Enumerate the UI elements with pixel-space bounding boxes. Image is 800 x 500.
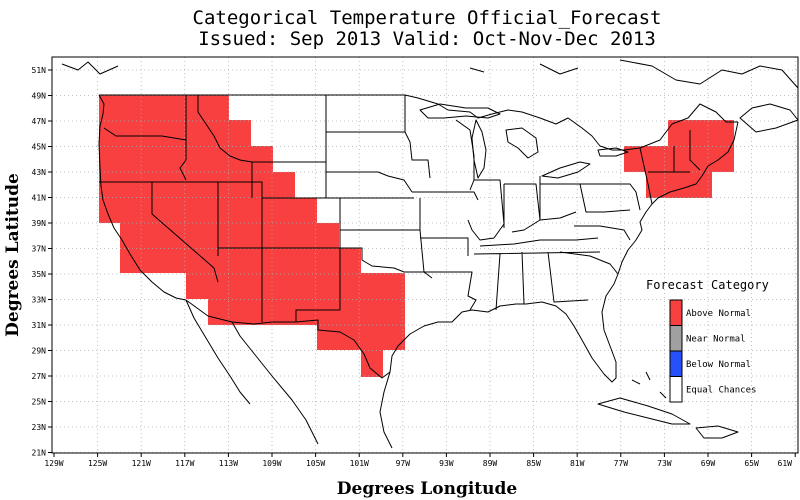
lat-tick-label: 25N [32,398,47,407]
lon-tick-label: 101W [350,459,369,468]
state-line-oh-pa [539,176,631,221]
legend-item-label: Above Normal [686,309,751,319]
lon-tick-label: 117W [175,459,194,468]
latitude-tick-labels: 51N 49N 47N 45N 43N 41N 39N 37N 35N 33N 31N 29N 27N 2… [32,66,52,458]
state-line-tn-ms-al-ga [473,251,601,311]
legend-swatch [669,325,683,352]
mexico-border-line [185,299,391,379]
canada-north-coast [61,59,799,89]
above-normal-region-northeast [624,120,734,198]
lon-tick-label: 93W [439,459,454,468]
gulf-coastline [389,273,619,383]
state-line-id-mt [197,95,253,163]
state-line-mn-east [404,95,431,179]
lake-michigan [471,119,487,179]
above-normal-shading [99,95,734,377]
lake-huron [505,127,539,159]
lat-tick-label: 39N [32,219,47,228]
lon-tick-label: 125W [88,459,107,468]
lat-tick-label: 49N [32,92,47,101]
pacific-coastline [98,94,187,301]
lake-ontario [597,147,629,157]
lon-tick-label: 65W [744,459,759,468]
state-line-ar-la [424,271,477,311]
lat-tick-label: 35N [32,270,47,279]
longitude-tick-labels: 129W 125W 121W 117W 113W 109W 105W 101W 97W 93W 89… [44,453,796,468]
lat-tick-label: 37N [32,245,47,254]
canada-border-line [99,94,738,151]
hispaniola-outline [695,425,739,439]
lon-tick-label: 73W [657,459,672,468]
lat-tick-label: 47N [32,117,47,126]
state-line-ny-new-england [639,130,701,205]
lon-tick-label: 121W [132,459,151,468]
baja-peninsula [185,299,251,405]
legend-item-label: Equal Chances [686,385,756,395]
legend-item-label: Below Normal [686,360,751,370]
state-line-wa-or [103,127,187,141]
legend-title: Forecast Category [646,278,769,292]
mexico-pacific-coast [231,321,319,445]
lon-tick-label: 77W [614,459,629,468]
state-line-ca-nv [151,182,219,283]
forecast-category-legend: Forecast Category Above Normal Near Norma… [646,278,769,403]
lat-tick-label: 51N [32,66,47,75]
state-line-ok-tx [340,247,433,279]
lat-tick-label: 31N [32,321,47,330]
lat-lon-grid [52,57,798,453]
lat-tick-label: 29N [32,347,47,356]
legend-swatch [669,299,683,326]
political-boundaries [61,59,799,449]
legend-swatch [669,376,683,403]
lon-tick-label: 89W [483,459,498,468]
mexico-gulf-coast [379,371,393,449]
lat-tick-label: 21N [32,449,47,458]
lat-tick-label: 27N [32,372,47,381]
above-normal-region-west [99,95,405,377]
lat-tick-label: 41N [32,194,47,203]
lon-tick-label: 61W [778,459,793,468]
title-line-1: Categorical Temperature Official_Forecas… [193,7,662,29]
lon-tick-label: 113W [219,459,238,468]
cuba-outline [597,397,691,425]
state-line-sd-ne [326,171,413,193]
lake-superior [419,103,501,119]
state-line-wa-id [179,95,187,181]
state-line-nm-tx [295,248,341,322]
nova-scotia-outline [739,103,799,133]
y-axis-label: Degrees Latitude [3,173,23,337]
lon-tick-label: 129W [44,459,63,468]
lon-tick-label: 85W [526,459,541,468]
lat-tick-label: 45N [32,143,47,152]
lon-tick-label: 105W [306,459,325,468]
legend-item-label: Near Normal [686,334,746,344]
x-axis-label: Degrees Longitude [337,479,518,499]
state-line-mo-ok-ar [419,198,469,273]
lon-tick-label: 69W [701,459,716,468]
lat-tick-label: 23N [32,423,47,432]
state-line-il [467,179,505,241]
lon-tick-label: 97W [396,459,411,468]
legend-swatch [669,350,683,377]
lake-erie [541,161,591,179]
lat-tick-label: 33N [32,296,47,305]
state-line-ia-mo [412,191,479,201]
state-line-ky-tn [479,237,599,247]
lon-tick-label: 81W [570,459,585,468]
map-frame-border [51,56,799,454]
state-line-ny-pa [580,183,641,211]
lon-tick-label: 109W [262,459,281,468]
atlantic-coastline [617,121,739,275]
title-line-2: Issued: Sep 2013 Valid: Oct-Nov-Dec 2013 [198,28,656,50]
bahamas [631,371,667,399]
lat-tick-label: 43N [32,168,47,177]
state-line-wy [251,161,327,199]
state-line-carolinas [559,225,631,275]
